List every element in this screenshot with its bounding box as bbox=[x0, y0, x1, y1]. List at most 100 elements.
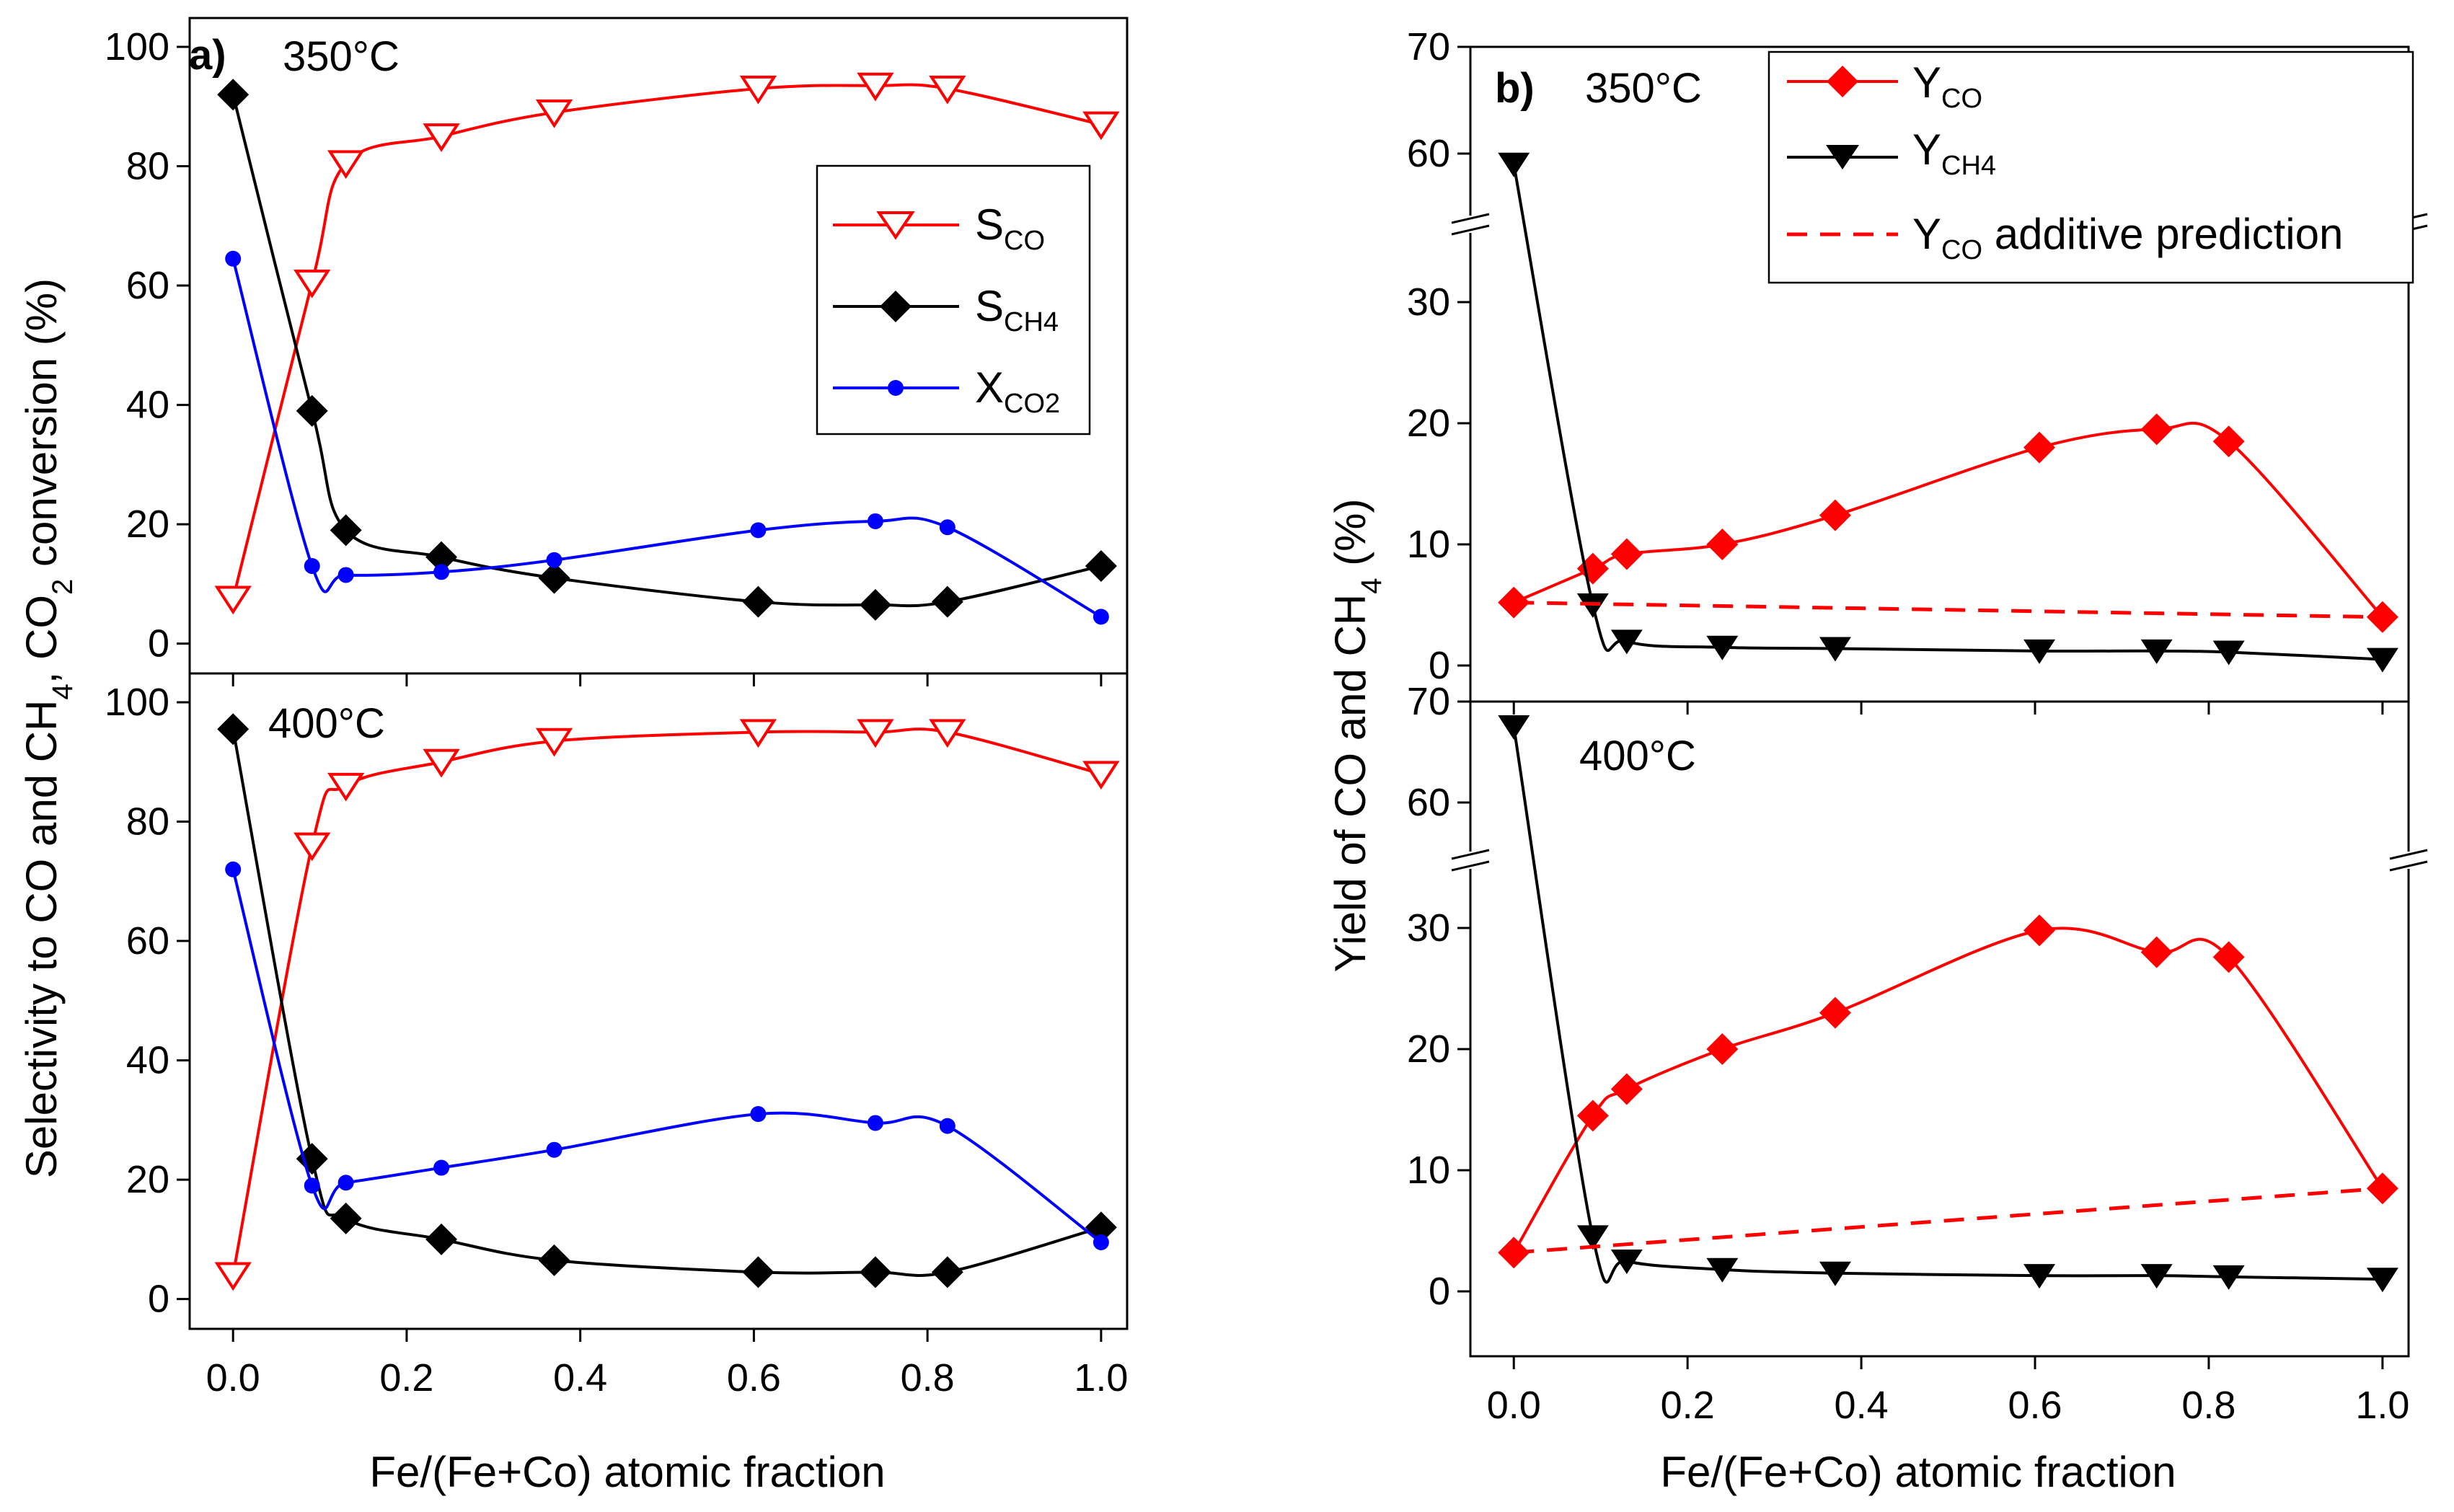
panel-a-top-point-x-co2 bbox=[939, 519, 955, 536]
panel-a-legend: SCO SCH4 XCO2 bbox=[816, 164, 1091, 436]
panel-a-bottom-point-s-co bbox=[739, 719, 777, 748]
panel-a-top-point-x-co2 bbox=[546, 552, 562, 568]
panel-a-top-point-s-co bbox=[423, 123, 460, 152]
panel-a-bottom-xtick-label: 0.6 bbox=[727, 1356, 781, 1400]
panel-a-bottom-point-s-co bbox=[214, 1262, 252, 1291]
panel-b-bottom-point-y-co bbox=[1576, 1100, 1609, 1132]
legend-entry-y-ch4: YCH4 bbox=[1787, 125, 1996, 181]
panel-b-top-point-y-co bbox=[1706, 529, 1739, 560]
panel-b-bottom-line-y-ch4 bbox=[1512, 726, 2383, 1284]
panel-a-bottom-point-s-ch4 bbox=[859, 1256, 891, 1288]
panel-a-bottom-point-x-co2 bbox=[939, 1118, 955, 1134]
panel-b-bottom-plot: 0 10 20 30 60 70 0.0 0.2 0.4 0.6 0.8 1.0 bbox=[1407, 680, 2430, 1427]
panel-a: 0 20 40 60 80 100 0 20 40 60 80 100 0.0 0.2 0.4 0.6 0.8 1… bbox=[105, 17, 1129, 1400]
panel-b-bottom-point-y-ch4 bbox=[1610, 1250, 1643, 1274]
panel-b-top-ytick-label: 70 bbox=[1407, 25, 1450, 68]
panel-b-legend-box bbox=[1767, 50, 2414, 284]
panel-b-bottom-point-y-ch4 bbox=[1576, 1225, 1609, 1250]
panel-a-bottom-ytick-label: 60 bbox=[126, 919, 169, 963]
panel-b-bottom-temperature: 400°C bbox=[1579, 733, 1696, 779]
panel-a-bottom-ytick-label: 20 bbox=[126, 1158, 169, 1201]
panel-b-top-ytick-label: 30 bbox=[1407, 280, 1450, 324]
legend-entry-y-co-additive: YCO additive prediction bbox=[1787, 210, 2343, 265]
legend-marker-y-ch4 bbox=[1826, 145, 1859, 169]
legend-entry-y-co: YCO bbox=[1787, 58, 1982, 114]
panel-b-bottom-axis-break-mark bbox=[1451, 860, 1490, 872]
panel-b-top-axis-break-mark bbox=[1451, 213, 1490, 224]
panel-a-x-axis-label: Fe/(Fe+Co) atomic fraction bbox=[369, 1448, 885, 1496]
panel-a-top-ytick-label: 40 bbox=[126, 384, 169, 427]
panel-a-top-ytick-label: 80 bbox=[126, 145, 169, 188]
panel-b-bottom-point-y-co bbox=[1610, 1073, 1643, 1105]
panel-a-bottom-xtick-label: 1.0 bbox=[1074, 1356, 1128, 1400]
panel-a-top-point-x-co2 bbox=[433, 564, 450, 580]
panel-a-bottom-xtick-label: 0.0 bbox=[206, 1356, 260, 1400]
panel-b-top-line-y-co bbox=[1513, 421, 2384, 619]
legend-label-x-co2: XCO2 bbox=[975, 363, 1060, 419]
panel-b-top-point-y-ch4 bbox=[1819, 637, 1851, 662]
panel-a-top-point-x-co2 bbox=[337, 567, 354, 583]
panel-a-bottom-ytick-label: 40 bbox=[126, 1039, 169, 1082]
panel-b-top-ytick-label: 0 bbox=[1429, 644, 1450, 687]
panel-a-bottom-xtick-label: 0.4 bbox=[553, 1356, 607, 1400]
panel-b-top-point-y-co bbox=[2023, 431, 2056, 464]
panel-b-bottom-point-y-ch4 bbox=[1819, 1261, 1851, 1286]
panel-b-label: b) bbox=[1495, 65, 1535, 112]
panel-a-top-point-s-co bbox=[535, 100, 573, 128]
panel-b-bottom-point-y-co bbox=[2140, 936, 2173, 968]
panel-a-bottom-point-s-co bbox=[1082, 761, 1120, 790]
panel-b-bottom-ytick-label: 70 bbox=[1407, 680, 1450, 723]
panel-b-bottom-xtick-label: 0.0 bbox=[1487, 1384, 1541, 1427]
panel-b-top-line-y-co-additive bbox=[1514, 601, 2383, 619]
panel-b-bottom-ytick-label: 20 bbox=[1407, 1027, 1450, 1071]
panel-b-legend: YCO YCH4 YCO additive prediction bbox=[1767, 50, 2414, 284]
panel-b-top-point-y-co bbox=[2140, 413, 2173, 446]
panel-b-bottom-point-y-ch4 bbox=[1498, 715, 1530, 740]
legend-marker-y-co bbox=[1827, 66, 1858, 97]
panel-b-top-point-y-co bbox=[1610, 538, 1643, 570]
panel-a-top-point-x-co2 bbox=[750, 522, 767, 539]
panel-a-bottom-line-s-co bbox=[231, 728, 1102, 1276]
panel-a-bottom-point-s-co bbox=[535, 728, 573, 757]
panel-b-top-point-y-ch4 bbox=[2023, 639, 2056, 664]
panel-b-bottom-point-y-ch4 bbox=[2140, 1264, 2173, 1289]
panel-a-bottom-point-s-co bbox=[423, 748, 460, 778]
panel-a-bottom-line-s-ch4 bbox=[231, 728, 1102, 1277]
panel-b-bottom-point-y-ch4 bbox=[2212, 1265, 2245, 1290]
panel-b-bottom-xtick-label: 0.8 bbox=[2181, 1384, 2235, 1427]
panel-a-bottom-point-s-ch4 bbox=[217, 713, 250, 746]
panel-b-bottom-point-y-ch4 bbox=[2366, 1268, 2398, 1293]
panel-a-top-point-s-ch4 bbox=[859, 588, 891, 621]
panel-a-bottom-temperature: 400°C bbox=[268, 700, 385, 747]
panel-a-bottom-ytick-label: 100 bbox=[105, 681, 169, 724]
panel-a-bottom-xtick-label: 0.2 bbox=[379, 1356, 433, 1400]
panel-a-top-point-s-ch4 bbox=[330, 514, 362, 547]
panel-b-x-axis-label: Fe/(Fe+Co) atomic fraction bbox=[1660, 1448, 2176, 1496]
panel-a-bottom-point-s-co bbox=[929, 719, 966, 748]
panel-a-top-point-s-co bbox=[293, 269, 331, 299]
legend-entry-x-co2: XCO2 bbox=[833, 363, 1060, 419]
panel-a-top-point-s-ch4 bbox=[931, 585, 963, 618]
panel-b-bottom-point-y-co bbox=[2023, 914, 2056, 947]
panel-b-bottom-point-y-co bbox=[1819, 996, 1851, 1029]
panel-b-top-point-y-co bbox=[1819, 499, 1851, 531]
panel-b-bottom-point-y-co bbox=[2212, 941, 2245, 973]
panel-a-top-temperature: 350°C bbox=[283, 33, 400, 80]
panel-b-top-line-y-ch4 bbox=[1512, 164, 2383, 661]
panel-a-top-point-x-co2 bbox=[225, 250, 242, 267]
panel-b-bottom-point-y-ch4 bbox=[2023, 1264, 2056, 1289]
panel-b-bottom-xtick-label: 0.2 bbox=[1661, 1384, 1715, 1427]
panel-a-top-plot: 0 20 40 60 80 100 bbox=[105, 17, 1129, 686]
panel-a-top-point-x-co2 bbox=[867, 513, 883, 529]
panel-a-bottom-point-x-co2 bbox=[546, 1141, 562, 1158]
panel-a-top-point-s-co bbox=[327, 150, 365, 180]
panel-a-top-point-s-ch4 bbox=[742, 585, 774, 618]
legend-marker-s-co bbox=[876, 211, 915, 240]
panel-a-top-point-s-co bbox=[857, 72, 894, 102]
panel-a-bottom-point-x-co2 bbox=[433, 1159, 450, 1176]
legend-marker-s-ch4 bbox=[880, 291, 912, 322]
panel-a-top-point-s-ch4 bbox=[538, 562, 570, 594]
panel-a-bottom-point-s-ch4 bbox=[330, 1202, 362, 1234]
panel-a-bottom-point-s-ch4 bbox=[742, 1256, 774, 1288]
